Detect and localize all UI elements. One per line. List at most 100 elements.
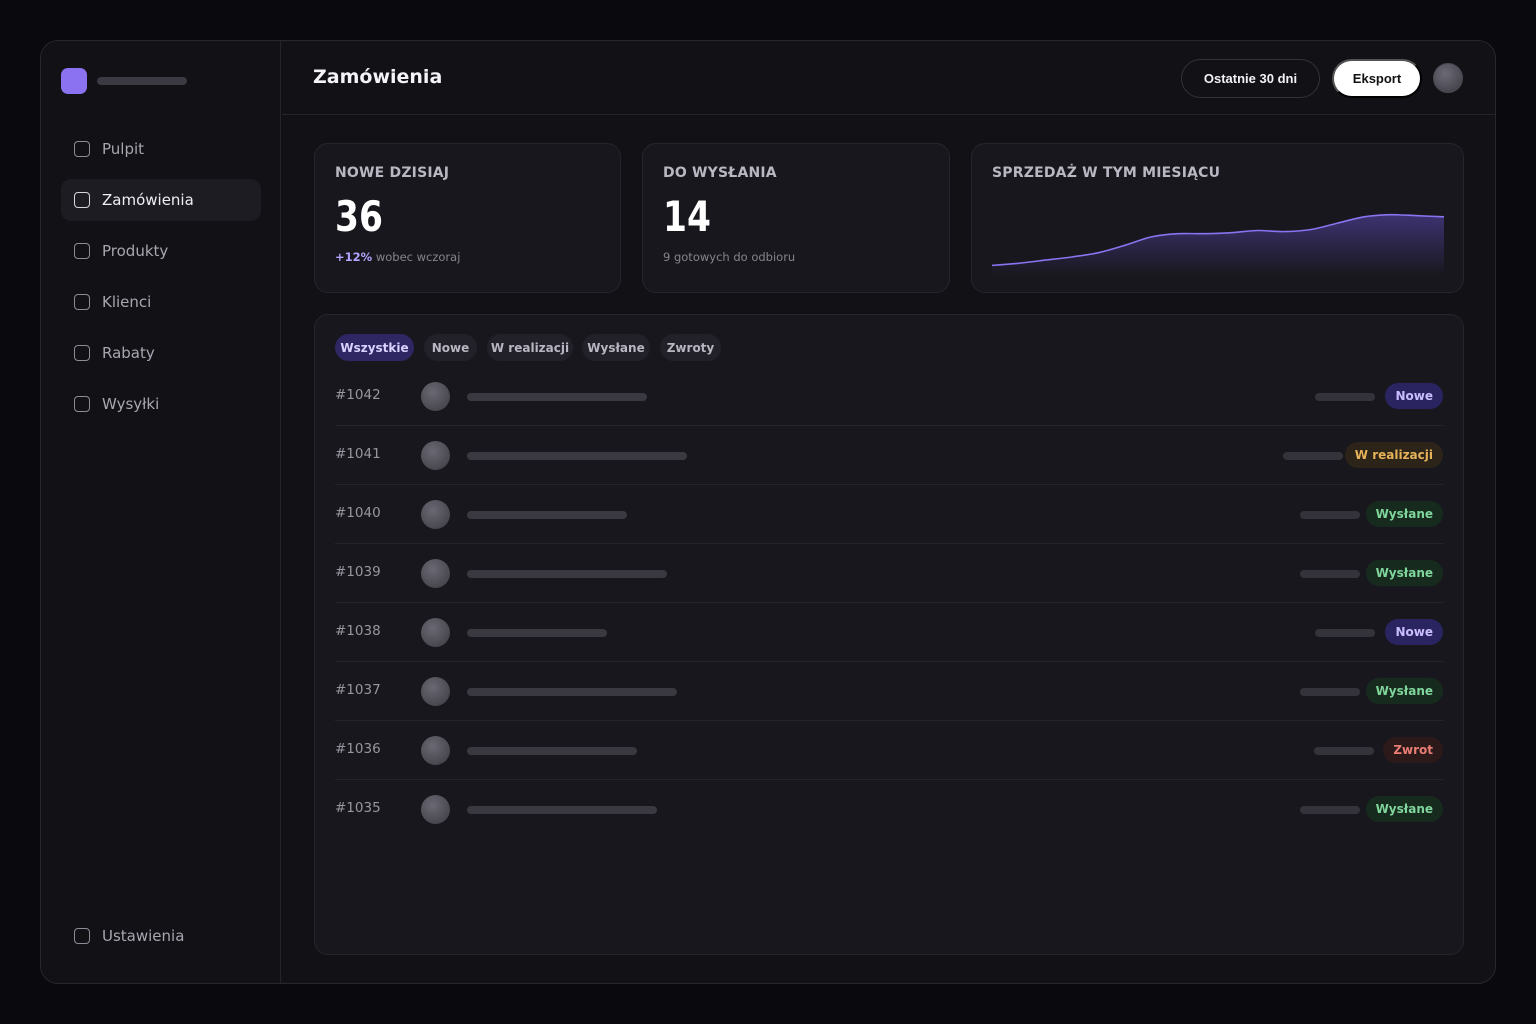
user-avatar[interactable]: [1433, 63, 1463, 93]
status-badge: Zwrot: [1383, 737, 1443, 763]
filter-shipped[interactable]: Wysłane: [582, 334, 650, 361]
order-id: #1042: [335, 387, 381, 403]
sidebar-item-ustawienia[interactable]: Ustawienia: [61, 915, 261, 957]
table-row[interactable]: #1042 Nowe: [335, 367, 1443, 426]
sales-area-fill: [992, 214, 1444, 276]
customer-placeholder: [467, 747, 637, 755]
stat-label: SPRZEDAŻ W TYM MIESIĄCU: [992, 165, 1221, 181]
square-icon: [74, 192, 90, 208]
filter-in-progress[interactable]: W realizacji: [487, 334, 573, 361]
meta-placeholder: [1315, 629, 1375, 637]
sidebar-item-zamowienia[interactable]: Zamówienia: [61, 179, 261, 221]
sales-area-chart: [992, 213, 1444, 276]
stat-value: 14: [663, 192, 711, 241]
customer-avatar: [421, 559, 450, 588]
brand-placeholder: [97, 77, 187, 85]
table-row[interactable]: #1036 Zwrot: [335, 721, 1443, 780]
app-window: Pulpit Zamówienia Produkty Klienci Rabat…: [40, 40, 1496, 984]
order-id: #1040: [335, 505, 381, 521]
filter-new[interactable]: Nowe: [424, 334, 477, 361]
stat-label: DO WYSŁANIA: [663, 165, 777, 181]
table-row[interactable]: #1035 Wysłane: [335, 780, 1443, 839]
sidebar-item-label: Zamówienia: [102, 191, 194, 209]
order-id: #1035: [335, 800, 381, 816]
square-icon: [74, 243, 90, 259]
sidebar-item-label: Produkty: [102, 242, 169, 260]
stat-delta: +12%: [335, 250, 373, 264]
sidebar-item-label: Pulpit: [102, 140, 145, 158]
square-icon: [74, 141, 90, 157]
order-id: #1041: [335, 446, 381, 462]
sidebar-item-produkty[interactable]: Produkty: [61, 230, 261, 272]
filter-returns[interactable]: Zwroty: [660, 334, 721, 361]
page-title: Zamówienia: [313, 66, 443, 88]
customer-avatar: [421, 500, 450, 529]
stat-card-sales: SPRZEDAŻ W TYM MIESIĄCU: [971, 143, 1464, 293]
meta-placeholder: [1300, 688, 1360, 696]
meta-placeholder: [1315, 393, 1375, 401]
sidebar-item-label: Ustawienia: [102, 927, 185, 945]
status-badge: Nowe: [1385, 619, 1443, 645]
meta-placeholder: [1314, 747, 1374, 755]
status-badge: Nowe: [1385, 383, 1443, 409]
customer-avatar: [421, 618, 450, 647]
customer-placeholder: [467, 452, 687, 460]
sales-series-line: [992, 213, 1444, 267]
customer-placeholder: [467, 629, 607, 637]
sidebar-item-label: Klienci: [102, 293, 152, 311]
sidebar: Pulpit Zamówienia Produkty Klienci Rabat…: [41, 41, 281, 983]
customer-placeholder: [467, 570, 667, 578]
customer-placeholder: [467, 688, 677, 696]
export-button[interactable]: Eksport: [1332, 59, 1422, 98]
stat-label: NOWE DZISIAJ: [335, 165, 450, 181]
status-badge: Wysłane: [1365, 796, 1443, 822]
customer-avatar: [421, 382, 450, 411]
table-row[interactable]: #1040 Wysłane: [335, 485, 1443, 544]
customer-placeholder: [467, 393, 647, 401]
sidebar-item-pulpit[interactable]: Pulpit: [61, 128, 261, 170]
sidebar-item-label: Wysyłki: [102, 395, 160, 413]
stat-card-new-today: NOWE DZISIAJ 36 +12% wobec wczoraj: [314, 143, 621, 293]
sidebar-item-rabaty[interactable]: Rabaty: [61, 332, 261, 374]
sidebar-item-label: Rabaty: [102, 344, 155, 362]
meta-placeholder: [1283, 452, 1343, 460]
sidebar-item-klienci[interactable]: Klienci: [61, 281, 261, 323]
table-row[interactable]: #1039 Wysłane: [335, 544, 1443, 603]
stat-card-to-ship: DO WYSŁANIA 14 9 gotowych do odbioru: [642, 143, 950, 293]
order-id: #1036: [335, 741, 381, 757]
logo-icon[interactable]: [61, 68, 87, 94]
customer-placeholder: [467, 806, 657, 814]
table-row[interactable]: #1041 W realizacji: [335, 426, 1443, 485]
table-row[interactable]: #1038 Nowe: [335, 603, 1443, 662]
status-badge: Wysłane: [1365, 560, 1443, 586]
customer-avatar: [421, 736, 450, 765]
customer-avatar: [421, 441, 450, 470]
meta-placeholder: [1300, 511, 1360, 519]
square-icon: [74, 345, 90, 361]
order-id: #1039: [335, 564, 381, 580]
square-icon: [74, 396, 90, 412]
square-icon: [74, 928, 90, 944]
customer-placeholder: [467, 511, 627, 519]
filter-all[interactable]: Wszystkie: [335, 334, 414, 361]
date-range-button[interactable]: Ostatnie 30 dni: [1181, 59, 1320, 98]
meta-placeholder: [1300, 570, 1360, 578]
meta-placeholder: [1300, 806, 1360, 814]
stat-subtext: +12% wobec wczoraj: [335, 250, 460, 264]
page-header: Zamówienia Ostatnie 30 dni Eksport: [282, 41, 1495, 115]
stat-delta-text: wobec wczoraj: [372, 250, 461, 264]
main-content: Zamówienia Ostatnie 30 dni Eksport NOWE …: [282, 41, 1495, 983]
order-id: #1037: [335, 682, 381, 698]
orders-panel: Wszystkie Nowe W realizacji Wysłane Zwro…: [314, 314, 1464, 955]
stat-subtext: 9 gotowych do odbioru: [663, 250, 796, 264]
customer-avatar: [421, 677, 450, 706]
sidebar-item-wysylki[interactable]: Wysyłki: [61, 383, 261, 425]
square-icon: [74, 294, 90, 310]
status-badge: Wysłane: [1365, 678, 1443, 704]
customer-avatar: [421, 795, 450, 824]
status-badge: W realizacji: [1344, 442, 1443, 468]
order-id: #1038: [335, 623, 381, 639]
table-row[interactable]: #1037 Wysłane: [335, 662, 1443, 721]
status-badge: Wysłane: [1365, 501, 1443, 527]
stat-value: 36: [335, 192, 383, 241]
